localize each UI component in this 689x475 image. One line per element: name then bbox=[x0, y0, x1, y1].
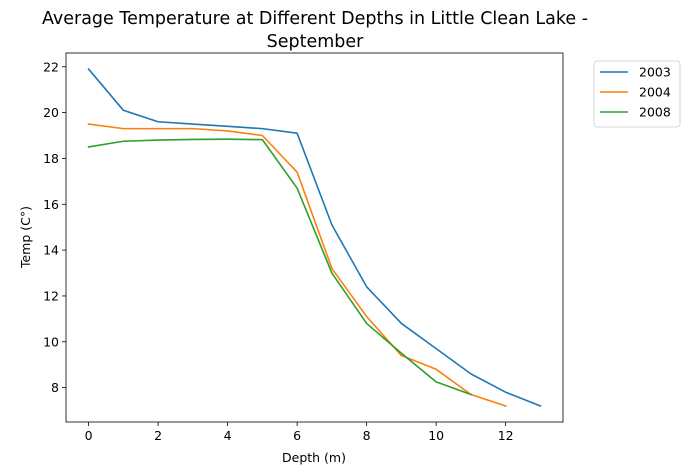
y-tick-label: 20 bbox=[43, 105, 59, 120]
y-axis: 8 10 12 14 16 18 20 22 bbox=[43, 59, 66, 395]
plot-frame bbox=[65, 52, 564, 423]
series-layer bbox=[87, 67, 542, 407]
x-tick-label: 4 bbox=[224, 428, 232, 443]
series-line-2004 bbox=[87, 123, 507, 407]
y-tick-label: 8 bbox=[51, 380, 59, 395]
y-tick-label: 14 bbox=[43, 243, 59, 258]
y-tick-label: 22 bbox=[43, 59, 59, 74]
chart-title-line-2: September bbox=[267, 32, 365, 52]
y-tick-label: 18 bbox=[43, 151, 59, 166]
x-tick-label: 6 bbox=[293, 428, 301, 443]
legend-label-2004: 2004 bbox=[639, 85, 671, 100]
plot-area bbox=[66, 53, 563, 422]
x-tick-label: 10 bbox=[428, 428, 444, 443]
legend-label-2008: 2008 bbox=[639, 105, 671, 120]
x-tick-label: 0 bbox=[85, 428, 93, 443]
legend-label-2003: 2003 bbox=[639, 65, 671, 80]
x-tick-label: 2 bbox=[154, 428, 162, 443]
legend-frame bbox=[593, 60, 681, 128]
y-axis-label: Temp (C°) bbox=[18, 206, 33, 269]
x-axis-label: Depth (m) bbox=[282, 450, 346, 465]
series-line-2003 bbox=[87, 67, 542, 407]
y-tick-label: 12 bbox=[43, 288, 59, 303]
legend: 2003 2004 2008 bbox=[593, 60, 681, 128]
x-axis: 0 2 4 6 8 10 12 bbox=[85, 422, 514, 443]
y-tick-label: 16 bbox=[43, 197, 59, 212]
x-tick-label: 8 bbox=[363, 428, 371, 443]
x-tick-label: 12 bbox=[498, 428, 514, 443]
y-tick-label: 10 bbox=[43, 334, 59, 349]
series-line-2008 bbox=[87, 138, 472, 396]
chart-title-line-1: Average Temperature at Different Depths … bbox=[42, 9, 588, 29]
